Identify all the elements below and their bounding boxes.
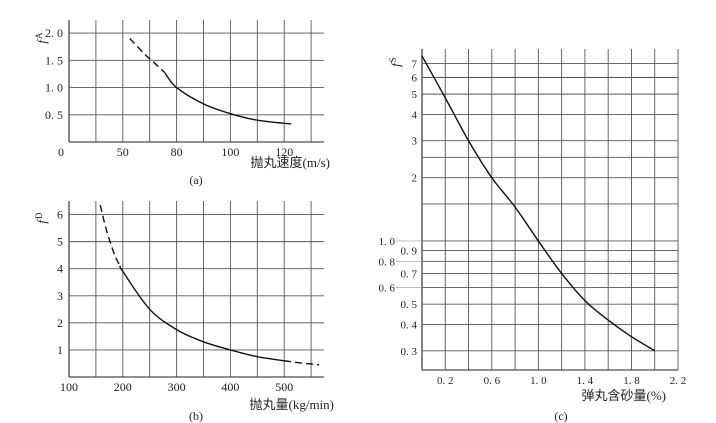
y-axis-label-symbol: f [388, 61, 403, 67]
x-tick-label: 1. 8 [623, 375, 640, 387]
x-tick-label: 100 [221, 145, 239, 159]
y-tick-label: 1 [57, 343, 63, 357]
x-tick-label: 80 [171, 145, 183, 159]
y-axis-label: fS [388, 57, 403, 67]
y-tick-label: 4 [412, 109, 418, 121]
y-axis-label: fA [34, 32, 49, 44]
y-tick-label: 0. 5 [401, 299, 418, 311]
x-tick-label: 400 [221, 380, 239, 394]
x-tick-label: 1. 0 [530, 375, 547, 387]
y-tick-label: 3 [57, 289, 63, 303]
y-tick-label: 3 [412, 136, 418, 148]
y-tick-label: 0. 3 [401, 346, 418, 358]
chart-caption: (a) [189, 173, 202, 187]
y-axis-label-symbol: f [34, 38, 49, 44]
x-tick-label: 100 [60, 380, 78, 394]
curve-segment-dashed [129, 38, 165, 73]
y-axis-label-subscript: A [34, 32, 44, 39]
y-tick-label: 0. 9 [401, 246, 418, 258]
y-tick-label: 6 [412, 72, 418, 84]
x-axis-label: 弹丸含砂量(%) [582, 388, 667, 403]
y-tick-label: 6 [57, 208, 63, 222]
y-tick-label: 5 [57, 235, 63, 249]
x-tick-label: 0. 2 [437, 375, 454, 387]
x-tick-label: 300 [168, 380, 186, 394]
curve-segment-solid [163, 71, 292, 125]
y-tick-label: 0. 5 [45, 108, 63, 122]
curve-segment-solid [119, 265, 285, 362]
x-axis-label: 抛丸速度(m/s) [251, 155, 330, 170]
x-axis-label: 抛丸量(kg/min) [250, 397, 335, 412]
y-axis-label-subscript: D [34, 212, 44, 219]
x-tick-label: 0. 6 [484, 375, 501, 387]
y-tick-label: 1. 5 [45, 53, 63, 67]
y-tick-label: 2 [412, 173, 418, 185]
y-tick-label: 0. 4 [401, 320, 418, 332]
x-tick-label: 120 [275, 145, 293, 159]
y-tick-label: 7 [412, 58, 418, 70]
chart-c: 0. 2 0. 6 1. 0 1. 4 1. 8 2. 2 0. 3 0. 4 0. 5 0. 6… [379, 49, 687, 423]
x-tick-label: 200 [114, 380, 132, 394]
y-tick-label: 4 [57, 262, 63, 276]
x-tick-label: 500 [275, 380, 293, 394]
y-tick-label: 1. 0 [45, 81, 63, 95]
chart-caption: (c) [554, 409, 567, 423]
y-axis-label-symbol: f [34, 218, 49, 224]
y-tick-label: 2. 0 [45, 26, 63, 40]
chart-caption: (b) [189, 409, 203, 423]
x-tick-label: 2. 2 [670, 375, 687, 387]
y-tick-label: 0. 6 [379, 283, 396, 295]
curve-segment-dashed [99, 204, 121, 267]
y-tick-label: 0. 7 [401, 268, 418, 280]
y-axis-label: fD [34, 212, 49, 224]
y-tick-label: 0. 8 [379, 256, 396, 268]
curve-segment-solid [421, 55, 656, 352]
chart-b: 100 200 300 400 500 1 2 3 4 5 6 fD 抛丸量(kg/min) (b) [34, 201, 334, 423]
chart-a: 0 50 80 100 120 0. 5 1. 0 1. 5 2. 0fA 抛丸速度(m/s) (a… [34, 20, 330, 187]
x-tick-label: 50 [117, 145, 129, 159]
y-tick-label: 1. 0 [379, 236, 396, 248]
y-tick-label: 5 [412, 89, 418, 101]
y-axis-label-subscript: S [388, 57, 398, 62]
x-tick-label: 1. 4 [577, 375, 594, 387]
y-tick-label: 2 [57, 316, 63, 330]
x-tick-label: 0 [58, 145, 64, 159]
curve-segment-dashed [284, 360, 320, 366]
